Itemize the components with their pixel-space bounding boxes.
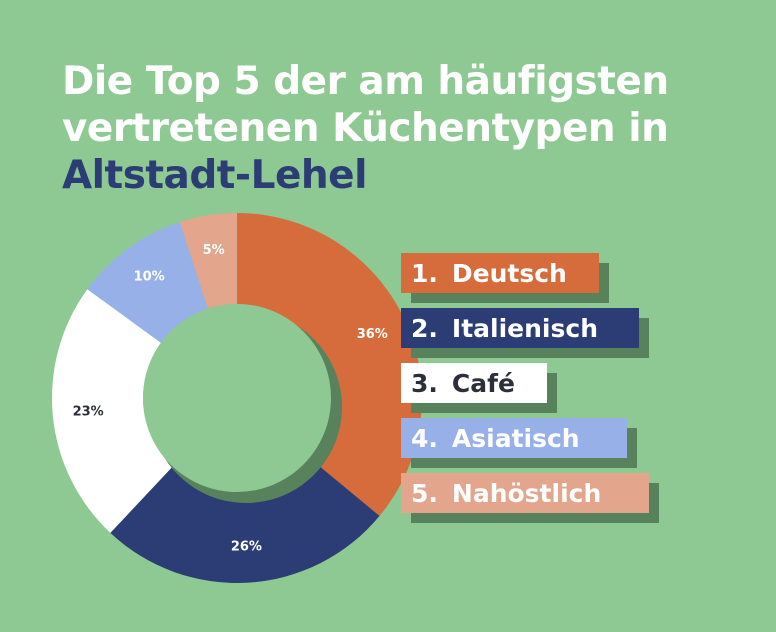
slice-label-italienisch: 26% bbox=[231, 540, 262, 555]
slice-label-deutsch: 36% bbox=[357, 327, 388, 342]
legend-label: Deutsch bbox=[451, 258, 567, 288]
slice-café bbox=[52, 289, 173, 533]
legend-rank: 1. bbox=[411, 258, 438, 288]
legend-box: 2. Italienisch bbox=[401, 308, 639, 348]
legend-box: 3. Café bbox=[401, 363, 547, 403]
legend-box: 1. Deutsch bbox=[401, 253, 599, 293]
legend-rank: 2. bbox=[411, 313, 438, 343]
legend-label: Italienisch bbox=[451, 313, 598, 343]
legend-rank: 5. bbox=[411, 478, 438, 508]
slice-nahöstlich bbox=[179, 213, 237, 309]
legend-box: 4. Asiatisch bbox=[401, 418, 627, 458]
legend-label: Asiatisch bbox=[451, 423, 580, 453]
chart-title: Die Top 5 der am häufigsten vertretenen … bbox=[62, 58, 669, 199]
legend-rank: 4. bbox=[411, 423, 438, 453]
title-line-1: Die Top 5 der am häufigsten bbox=[62, 59, 669, 104]
slice-italienisch bbox=[110, 457, 380, 583]
slice-label-café: 23% bbox=[73, 405, 104, 420]
slice-label-nahöstlich: 5% bbox=[203, 243, 225, 258]
legend-label: Café bbox=[451, 368, 515, 398]
slice-label-asiatisch: 10% bbox=[134, 270, 165, 285]
title-line-2: vertretenen Küchentypen in bbox=[62, 106, 669, 151]
legend-rank: 3. bbox=[411, 368, 438, 398]
title-line-3: Altstadt-Lehel bbox=[62, 153, 367, 198]
slice-asiatisch bbox=[87, 222, 208, 343]
legend-label: Nahöstlich bbox=[451, 478, 602, 508]
legend-box: 5. Nahöstlich bbox=[401, 473, 649, 513]
donut-hole bbox=[143, 304, 331, 492]
